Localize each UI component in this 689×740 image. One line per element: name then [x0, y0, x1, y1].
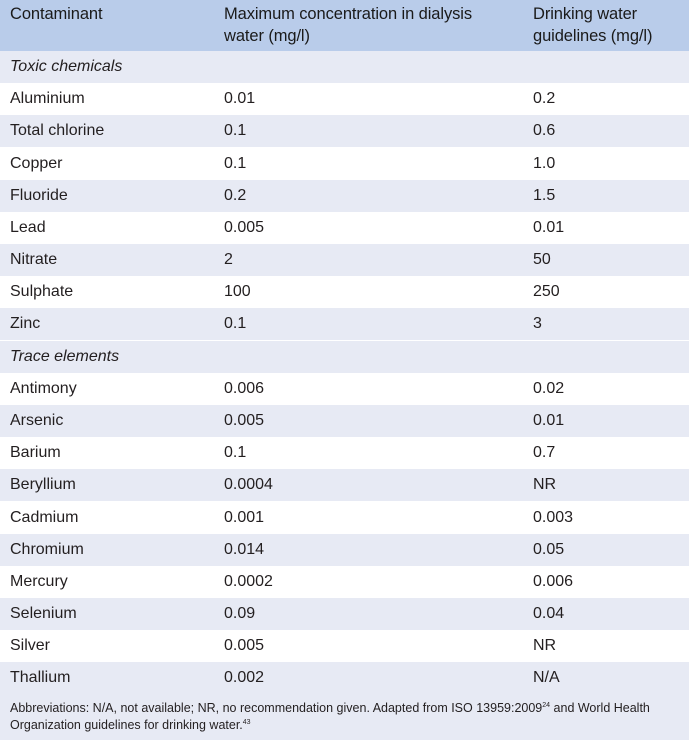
contaminant-cell: Lead	[10, 218, 46, 236]
contaminant-cell: Aluminium	[10, 90, 85, 108]
dialysis-value-cell: 0.09	[224, 605, 256, 623]
dialysis-value-cell: 0.014	[224, 540, 265, 558]
contaminant-cell: Silver	[10, 637, 51, 655]
drinking-value-cell: 0.003	[533, 508, 574, 526]
footnote-ref2: 43	[242, 719, 251, 726]
section-row: Toxic chemicals	[0, 51, 689, 83]
table-row: Chromium 0.014 0.05	[0, 533, 689, 566]
table-row: Mercury 0.0002 0.006	[0, 565, 689, 598]
contaminant-cell: Mercury	[10, 572, 68, 590]
dialysis-value-cell: 0.005	[224, 411, 265, 429]
header-drinking: Drinking water guidelines (mg/l)	[533, 3, 689, 47]
table-row: Thallium 0.002 N/A	[0, 662, 689, 695]
dialysis-value-cell: 0.0002	[224, 572, 273, 590]
contaminant-cell: Beryllium	[10, 476, 76, 494]
drinking-value-cell: 3	[533, 315, 542, 333]
drinking-value-cell: 250	[533, 283, 560, 301]
drinking-value-cell: 0.7	[533, 444, 556, 462]
table-row: Aluminium 0.01 0.2	[0, 83, 689, 116]
header-drinking-line1: Drinking water	[533, 5, 638, 23]
drinking-value-cell: 0.01	[533, 411, 565, 429]
contaminant-cell: Fluoride	[10, 186, 68, 204]
section-row: Trace elements	[0, 340, 689, 373]
table-footnote: Abbreviations: N/A, not available; NR, n…	[0, 694, 689, 740]
header-drinking-line2: guidelines (mg/l)	[533, 27, 653, 45]
table-row: Arsenic 0.005 0.01	[0, 404, 689, 437]
drinking-value-cell: 1.0	[533, 154, 556, 172]
drinking-value-cell: 0.2	[533, 90, 556, 108]
table-row: Lead 0.005 0.01	[0, 211, 689, 244]
dialysis-value-cell: 100	[224, 283, 251, 301]
contaminant-cell: Selenium	[10, 605, 77, 623]
contaminant-cell: Arsenic	[10, 411, 64, 429]
header-dialysis-line1: Maximum concentration in dialysis	[224, 5, 472, 23]
drinking-value-cell: 0.04	[533, 605, 565, 623]
drinking-value-cell: 50	[533, 251, 551, 269]
table-row: Antimony 0.006 0.02	[0, 372, 689, 405]
header-dialysis: Maximum concentration in dialysis water …	[224, 3, 524, 47]
table-header-row: Contaminant Maximum concentration in dia…	[0, 0, 689, 51]
table-row: Total chlorine 0.1 0.6	[0, 115, 689, 148]
contaminant-cell: Antimony	[10, 379, 77, 397]
header-dialysis-line2: water (mg/l)	[224, 27, 310, 45]
table-row: Beryllium 0.0004 NR	[0, 469, 689, 502]
table-row: Selenium 0.09 0.04	[0, 598, 689, 631]
dialysis-value-cell: 0.1	[224, 154, 247, 172]
table-row: Sulphate 100 250	[0, 276, 689, 309]
table-row: Copper 0.1 1.0	[0, 147, 689, 180]
drinking-value-cell: 0.6	[533, 122, 556, 140]
table-row: Barium 0.1 0.7	[0, 437, 689, 470]
contaminant-cell: Thallium	[10, 669, 71, 687]
section-title: Trace elements	[10, 347, 120, 365]
contaminant-cell: Chromium	[10, 540, 84, 558]
dialysis-value-cell: 0.006	[224, 379, 265, 397]
contaminant-cell: Total chlorine	[10, 122, 105, 140]
drinking-value-cell: 0.02	[533, 379, 565, 397]
dialysis-value-cell: 0.1	[224, 444, 247, 462]
dialysis-value-cell: 0.005	[224, 637, 265, 655]
table-row: Fluoride 0.2 1.5	[0, 179, 689, 212]
header-contaminant: Contaminant	[10, 5, 103, 23]
footnote-text: Abbreviations: N/A, not available; NR, n…	[10, 700, 680, 734]
table-row: Cadmium 0.001 0.003	[0, 501, 689, 534]
dialysis-value-cell: 0.002	[224, 669, 265, 687]
dialysis-value-cell: 2	[224, 251, 233, 269]
contaminant-cell: Copper	[10, 154, 63, 172]
footnote-part1: Abbreviations: N/A, not available; NR, n…	[10, 701, 543, 715]
drinking-value-cell: 0.006	[533, 572, 574, 590]
drinking-value-cell: N/A	[533, 669, 560, 687]
dialysis-value-cell: 0.005	[224, 218, 265, 236]
dialysis-value-cell: 0.01	[224, 90, 256, 108]
drinking-value-cell: 0.01	[533, 218, 565, 236]
contaminant-cell: Sulphate	[10, 283, 74, 301]
table-row: Nitrate 2 50	[0, 244, 689, 277]
section-title: Toxic chemicals	[10, 58, 123, 75]
dialysis-value-cell: 0.1	[224, 315, 247, 333]
dialysis-value-cell: 0.2	[224, 186, 247, 204]
table-row: Silver 0.005 NR	[0, 630, 689, 663]
footnote-ref1: 24	[542, 702, 551, 709]
dialysis-value-cell: 0.0004	[224, 476, 273, 494]
drinking-value-cell: NR	[533, 637, 557, 655]
dialysis-value-cell: 0.1	[224, 122, 247, 140]
drinking-value-cell: 0.05	[533, 540, 565, 558]
drinking-value-cell: 1.5	[533, 186, 556, 204]
contaminant-cell: Cadmium	[10, 508, 79, 526]
contaminant-cell: Barium	[10, 444, 61, 462]
footnote-part2: and World Health Organization guidelines…	[10, 701, 650, 732]
drinking-value-cell: NR	[533, 476, 557, 494]
contaminant-cell: Zinc	[10, 315, 41, 333]
contaminant-cell: Nitrate	[10, 251, 58, 269]
table-row: Zinc 0.1 3	[0, 308, 689, 341]
dialysis-value-cell: 0.001	[224, 508, 265, 526]
